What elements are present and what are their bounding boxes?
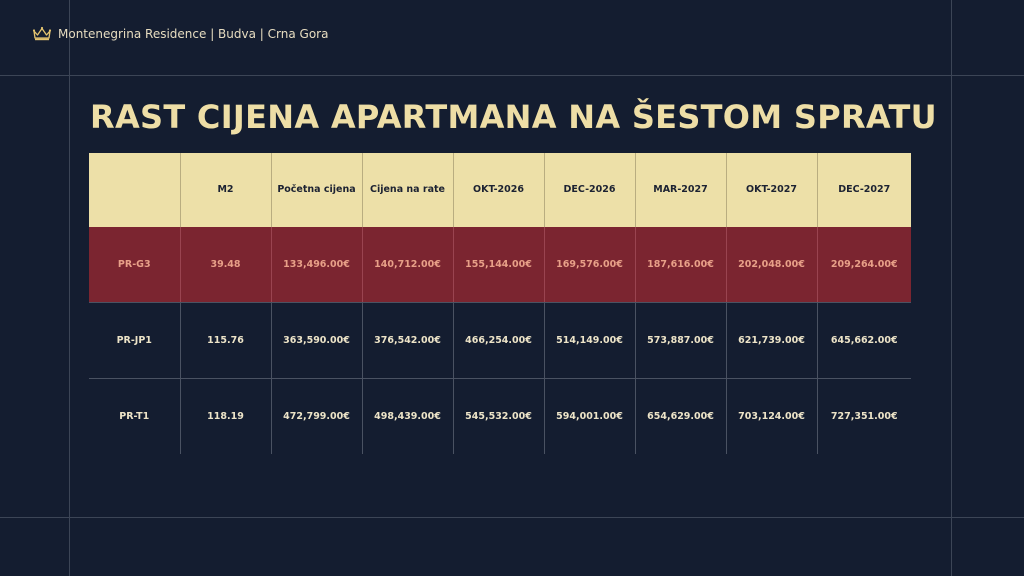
table-cell: 133,496.00€ [271, 227, 363, 303]
table-cell: 115.76 [180, 302, 272, 379]
brand-header: Montenegrina Residence | Budva | Crna Go… [32, 26, 328, 41]
table-row: PR-JP1 115.76 363,590.00€ 376,542.00€ 46… [89, 302, 911, 379]
right-divider [951, 0, 952, 576]
brand-text: Montenegrina Residence | Budva | Crna Go… [58, 26, 329, 41]
page-title: RAST CIJENA APARTMANA NA ŠESTOM SPRATU [90, 98, 937, 136]
table-cell: 169,576.00€ [544, 227, 636, 303]
table-cell: 545,532.00€ [453, 378, 545, 454]
bottom-divider [0, 517, 1024, 518]
table-cell: 209,264.00€ [817, 227, 911, 303]
table-cell: 594,001.00€ [544, 378, 636, 454]
table-row: PR-T1 118.19 472,799.00€ 498,439.00€ 545… [89, 378, 911, 454]
table-cell: 376,542.00€ [362, 302, 454, 379]
table-cell: 118.19 [180, 378, 272, 454]
table-cell: PR-G3 [89, 227, 181, 303]
table-cell: 573,887.00€ [635, 302, 727, 379]
table-cell: 645,662.00€ [817, 302, 911, 379]
table-cell: 472,799.00€ [271, 378, 363, 454]
table-cell: 727,351.00€ [830, 411, 898, 422]
header-unit [89, 153, 181, 227]
crown-icon [32, 26, 52, 41]
table-cell: 514,149.00€ [544, 302, 636, 379]
table-cell: 202,048.00€ [726, 227, 818, 303]
header-okt-2027: OKT-2027 [726, 153, 818, 227]
header-installment-price: Cijena na rate [362, 153, 454, 227]
table-cell: 498,439.00€ [362, 378, 454, 454]
header-mar-2027: MAR-2027 [635, 153, 727, 227]
table-cell: PR-JP1 [89, 302, 181, 379]
table-cell: 363,590.00€ [271, 302, 363, 379]
header-start-price: Početna cijena [271, 153, 363, 227]
table-cell: 466,254.00€ [453, 302, 545, 379]
header-m2: M2 [180, 153, 272, 227]
table-cell: 654,629.00€ [635, 378, 727, 454]
header-dec-2027: DEC-2027 [817, 153, 911, 227]
price-table: M2 Početna cijena Cijena na rate OKT-202… [89, 153, 911, 454]
left-divider [69, 0, 70, 576]
header-row: M2 Početna cijena Cijena na rate OKT-202… [89, 153, 911, 227]
table-cell: 39.48 [180, 227, 272, 303]
header-okt-2026: OKT-2026 [453, 153, 545, 227]
table-cell: 140,712.00€ [362, 227, 454, 303]
table-cell: 187,616.00€ [635, 227, 727, 303]
table-cell: PR-T1 [89, 378, 181, 454]
table-cell: 703,124.00€ [726, 378, 818, 454]
table-cell: 155,144.00€ [453, 227, 545, 303]
top-divider [0, 75, 1024, 76]
header-dec-2026: DEC-2026 [544, 153, 636, 227]
table-cell: 621,739.00€ [726, 302, 818, 379]
table-row: PR-G3 39.48 133,496.00€ 140,712.00€ 155,… [89, 227, 911, 303]
